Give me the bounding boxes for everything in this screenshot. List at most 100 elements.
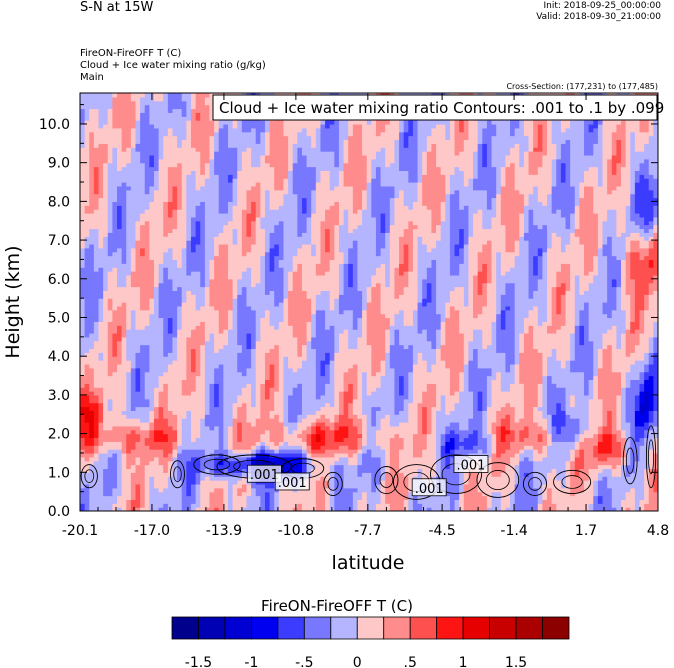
field-cell bbox=[417, 356, 423, 361]
field-cell bbox=[84, 429, 90, 435]
field-cell bbox=[172, 414, 178, 419]
field-cell bbox=[422, 421, 428, 427]
field-cell bbox=[362, 402, 368, 408]
field-cell bbox=[158, 495, 164, 500]
field-cell bbox=[126, 379, 132, 384]
field-cell bbox=[579, 356, 585, 361]
field-cell bbox=[588, 425, 594, 431]
field-cell bbox=[584, 425, 590, 431]
field-cell bbox=[352, 483, 359, 489]
field-cell bbox=[621, 418, 627, 423]
field-cell bbox=[574, 483, 580, 489]
field-cell bbox=[288, 452, 294, 458]
field-cell bbox=[570, 414, 576, 419]
field-cell bbox=[644, 433, 650, 439]
field-cell bbox=[246, 356, 252, 361]
field-cell bbox=[486, 402, 493, 408]
field-cell bbox=[84, 394, 90, 400]
field-cell bbox=[597, 402, 604, 408]
field-cell bbox=[80, 476, 86, 481]
field-cell bbox=[468, 418, 474, 423]
field-cell bbox=[320, 391, 326, 396]
field-cell bbox=[639, 441, 645, 446]
field-cell bbox=[204, 391, 211, 396]
field-cell bbox=[621, 363, 627, 369]
field-cell bbox=[186, 445, 192, 450]
field-cell bbox=[459, 445, 465, 450]
field-cell bbox=[431, 421, 437, 427]
field-cell bbox=[468, 410, 474, 415]
field-cell bbox=[246, 367, 252, 373]
field-cell bbox=[570, 429, 576, 435]
field-cell bbox=[130, 449, 137, 454]
field-cell bbox=[214, 421, 220, 427]
field-cell bbox=[98, 356, 104, 361]
field-cell bbox=[135, 503, 141, 508]
field-cell bbox=[459, 421, 465, 427]
field-cell bbox=[533, 468, 539, 473]
field-cell bbox=[417, 433, 423, 439]
field-cell bbox=[269, 487, 275, 493]
field-cell bbox=[186, 472, 192, 477]
field-cell bbox=[334, 367, 340, 373]
field-cell bbox=[362, 391, 368, 396]
field-cell bbox=[135, 418, 141, 423]
field-cell bbox=[510, 472, 516, 477]
field-cell bbox=[98, 445, 104, 450]
field-cell bbox=[366, 360, 372, 365]
field-cell bbox=[177, 499, 183, 504]
field-cell bbox=[158, 472, 164, 477]
field-cell bbox=[163, 476, 169, 481]
field-cell bbox=[103, 503, 109, 508]
field-cell bbox=[80, 394, 86, 400]
field-cell bbox=[357, 480, 363, 485]
field-cell bbox=[625, 472, 631, 477]
field-cell bbox=[121, 464, 127, 470]
field-cell bbox=[648, 449, 654, 454]
field-cell bbox=[417, 391, 423, 396]
field-cell bbox=[648, 456, 654, 462]
field-cell bbox=[121, 394, 127, 400]
field-cell bbox=[551, 480, 557, 485]
field-cell bbox=[121, 468, 127, 473]
field-cell bbox=[459, 491, 465, 497]
field-cell bbox=[190, 499, 197, 504]
field-cell bbox=[380, 472, 386, 477]
field-cell bbox=[574, 491, 580, 497]
field-cell bbox=[565, 367, 571, 373]
field-cell bbox=[362, 433, 368, 439]
field-cell bbox=[371, 425, 377, 431]
field-cell bbox=[597, 464, 604, 470]
field-cell bbox=[408, 507, 414, 511]
field-cell bbox=[565, 480, 571, 485]
field-cell bbox=[459, 394, 465, 400]
field-cell bbox=[144, 445, 150, 450]
field-cell bbox=[593, 460, 599, 466]
field-cell bbox=[366, 499, 372, 504]
field-cell bbox=[565, 452, 571, 458]
field-cell bbox=[334, 410, 340, 415]
field-cell bbox=[116, 437, 123, 442]
field-cell bbox=[214, 363, 220, 369]
field-cell bbox=[283, 391, 289, 396]
field-cell bbox=[653, 360, 658, 365]
field-cell bbox=[121, 445, 127, 450]
field-cell bbox=[547, 491, 553, 497]
field-cell bbox=[209, 421, 215, 427]
field-cell bbox=[130, 476, 137, 481]
field-cell bbox=[181, 480, 187, 485]
field-cell bbox=[417, 394, 423, 400]
field-cell bbox=[292, 394, 298, 400]
field-cell bbox=[496, 491, 502, 497]
field-cell bbox=[195, 429, 201, 435]
field-cell bbox=[269, 414, 275, 419]
field-cell bbox=[593, 495, 599, 500]
field-cell bbox=[255, 449, 261, 454]
field-cell bbox=[190, 480, 197, 485]
field-cell bbox=[93, 387, 100, 392]
field-cell bbox=[542, 402, 548, 408]
field-cell bbox=[93, 456, 100, 462]
field-cell bbox=[385, 367, 391, 373]
field-cell bbox=[246, 456, 252, 462]
field-cell bbox=[625, 379, 631, 384]
